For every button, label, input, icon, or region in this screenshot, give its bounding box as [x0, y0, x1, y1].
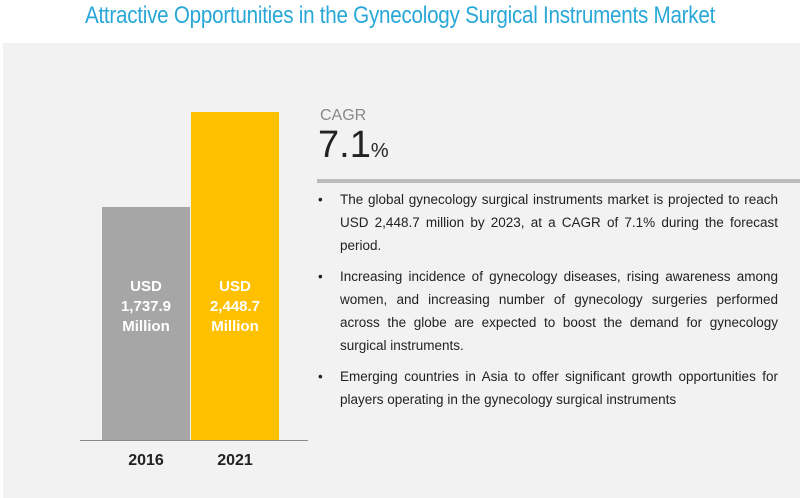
data-label-currency: USD — [130, 278, 162, 295]
data-label-unit: Million — [211, 318, 259, 335]
data-label: USD 1,737.9 Million — [102, 277, 190, 337]
data-label-value: 1,737.9 — [120, 298, 172, 315]
page-title: Attractive Opportunities in the Gynecolo… — [84, 2, 716, 29]
cagr-number: 7.1 — [318, 124, 371, 166]
data-label-currency: USD — [219, 278, 251, 295]
x-tick-label: 2016 — [128, 452, 164, 469]
chart-baseline — [80, 440, 308, 441]
cagr-label: CAGR — [320, 107, 367, 124]
data-label-unit: Million — [122, 318, 170, 335]
bullet-item: Emerging countries in Asia to offer sign… — [318, 365, 778, 411]
divider — [317, 179, 800, 183]
cagr-value: 7.1% — [318, 124, 389, 167]
x-tick-label: 2021 — [217, 452, 253, 469]
cagr-unit: % — [370, 140, 389, 162]
bullet-item: Increasing incidence of gynecology disea… — [318, 265, 778, 357]
data-label-value: 2,448.7 — [209, 298, 261, 315]
bar-2021 — [191, 112, 279, 440]
bar-2016 — [102, 207, 190, 440]
bullet-list: The global gynecology surgical instrumen… — [318, 188, 778, 419]
data-label: USD 2,448.7 Million — [191, 277, 279, 337]
bullet-item: The global gynecology surgical instrumen… — [318, 188, 778, 257]
